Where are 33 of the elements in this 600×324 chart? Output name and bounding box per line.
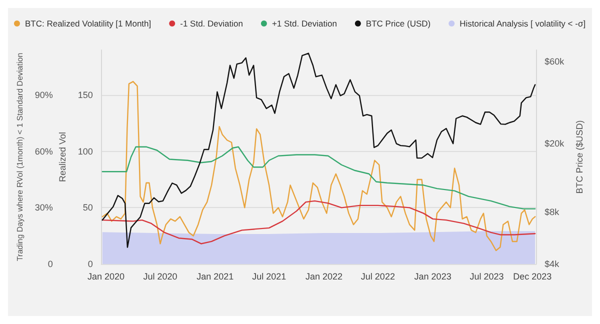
x-tick-label: Jan 2021 (196, 272, 234, 282)
legend-label: Historical Analysis [ volatility < -σ] (460, 18, 586, 28)
y-tick-label: 150 (78, 90, 93, 100)
legend-label: -1 Std. Deviation (180, 18, 244, 28)
legend-label: BTC: Realized Volatility [1 Month] (24, 18, 152, 28)
x-tick-label: Jul 2021 (252, 272, 286, 282)
y2-tick-label: $60k (544, 56, 565, 67)
y2-tick-label: $20k (544, 138, 565, 149)
line-series (102, 200, 536, 244)
x-tick-label: Dec 2023 (513, 272, 552, 282)
line-series (102, 80, 536, 252)
y-tick-label: 50 (82, 202, 93, 213)
y-tick-label: 100 (78, 146, 93, 156)
y-axis-title: Realized Vol (57, 132, 68, 182)
line-series (102, 52, 536, 248)
y3-tick-label: 60% (34, 146, 53, 156)
y3-axis-title: Trading Days where RVol (1month) < 1 Standard Deviation (16, 52, 24, 262)
x-tick-label: Jan 2022 (305, 272, 342, 282)
y3-tick-label: 0 (48, 259, 53, 269)
legend-label: BTC Price (USD) (366, 18, 431, 28)
y3-tick-label: 30% (34, 202, 53, 213)
x-tick-label: Jul 2020 (143, 272, 178, 282)
x-tick-label: Jan 2023 (414, 272, 452, 282)
y2-tick-label: $8k (544, 207, 560, 218)
y3-tick-label: 90% (34, 90, 53, 100)
x-tick-label: Jan 2020 (87, 272, 125, 282)
line-series (102, 146, 536, 210)
x-tick-label: Jul 2022 (360, 272, 395, 282)
legend-label: +1 Std. Deviation (272, 18, 338, 28)
y2-axis-title: BTC Price ($USD) (574, 120, 584, 194)
y-tick-label: 0 (88, 259, 93, 269)
x-tick-label: Jul 2023 (470, 272, 504, 282)
y2-tick-label: $4k (544, 259, 560, 269)
